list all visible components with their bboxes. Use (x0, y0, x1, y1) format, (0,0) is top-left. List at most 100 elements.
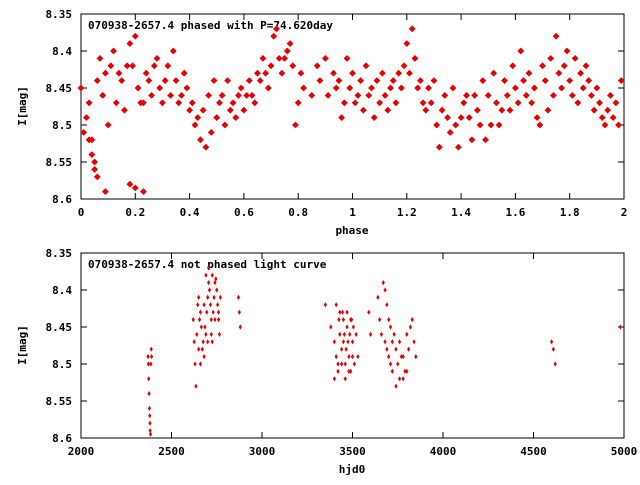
data-point (210, 77, 218, 84)
chart-title: 070938-2657.4 not phased light curve (88, 258, 327, 271)
data-point (348, 331, 352, 337)
data-point (238, 324, 242, 330)
data-point (194, 114, 202, 121)
data-point (202, 354, 206, 360)
data-point (362, 62, 370, 70)
data-point (383, 339, 387, 345)
data-point (607, 92, 614, 99)
data-point (414, 354, 418, 360)
data-point (213, 317, 217, 323)
data-point (463, 92, 470, 99)
data-point (399, 354, 403, 360)
data-point (617, 77, 625, 84)
data-point (406, 69, 413, 77)
data-point (533, 114, 541, 121)
x-tick-label: 2500 (158, 445, 185, 458)
data-point (368, 84, 375, 92)
data-point (541, 77, 549, 84)
data-point (427, 99, 435, 107)
x-tick-label: 2 (621, 206, 628, 219)
data-point (335, 77, 343, 84)
data-point (262, 69, 269, 77)
data-point (385, 346, 389, 352)
data-point (200, 346, 204, 352)
data-point (389, 77, 397, 84)
data-point (376, 99, 384, 107)
data-point (388, 324, 393, 330)
data-point (360, 106, 367, 114)
data-point (550, 92, 557, 99)
data-point (236, 294, 241, 300)
data-point (197, 317, 202, 323)
y-tick-label: 8.45 (46, 82, 73, 95)
data-point (501, 77, 508, 84)
data-point (148, 420, 152, 426)
data-point (411, 55, 419, 62)
data-point (342, 331, 346, 337)
y-tick-label: 8.45 (46, 321, 73, 334)
data-point (509, 62, 517, 70)
data-point (525, 69, 533, 77)
data-point (403, 40, 411, 47)
x-tick-label: 1.6 (505, 206, 525, 219)
data-point (369, 331, 373, 337)
data-point (93, 173, 101, 181)
data-point (539, 62, 546, 70)
data-point (256, 77, 264, 84)
data-point (414, 84, 422, 92)
data-point (410, 317, 414, 323)
data-point (264, 84, 272, 92)
data-point (156, 84, 164, 92)
data-point (267, 62, 275, 70)
data-point (322, 55, 329, 62)
data-point (604, 106, 612, 114)
data-point (199, 106, 207, 114)
y-tick-label: 8.35 (46, 247, 73, 260)
data-point (91, 158, 98, 166)
data-point (297, 69, 305, 77)
data-point (99, 92, 107, 99)
data-point (495, 121, 503, 129)
data-point (191, 317, 195, 323)
data-point (563, 47, 571, 55)
data-point (551, 346, 556, 352)
data-point (107, 62, 115, 70)
data-point (394, 383, 398, 389)
plot-frame (80, 252, 625, 439)
data-point (207, 265, 211, 271)
data-point (140, 188, 147, 195)
data-point (197, 346, 201, 352)
data-point (398, 84, 405, 92)
data-point (474, 106, 481, 114)
data-point (392, 99, 400, 107)
data-point (221, 121, 229, 129)
data-point (216, 99, 223, 107)
data-point (401, 354, 405, 360)
data-point (560, 62, 568, 70)
data-point (147, 405, 152, 411)
data-point (131, 32, 139, 40)
data-point (487, 121, 495, 129)
data-point (392, 331, 396, 337)
data-point (484, 92, 492, 99)
data-point (205, 92, 212, 99)
data-point (376, 294, 380, 300)
data-point (131, 184, 139, 192)
data-point (397, 339, 402, 345)
data-point (294, 99, 302, 107)
data-point (153, 55, 161, 62)
data-point (346, 84, 354, 92)
data-point (210, 339, 214, 345)
x-tick-label: 2000 (68, 445, 95, 458)
data-point (330, 69, 337, 77)
data-point (123, 62, 131, 70)
data-point (571, 55, 579, 62)
data-point (390, 339, 394, 345)
data-point (337, 317, 341, 323)
data-point (390, 368, 394, 374)
data-point (346, 339, 350, 345)
data-point (129, 62, 136, 70)
data-point (172, 77, 180, 84)
data-point (237, 84, 245, 92)
